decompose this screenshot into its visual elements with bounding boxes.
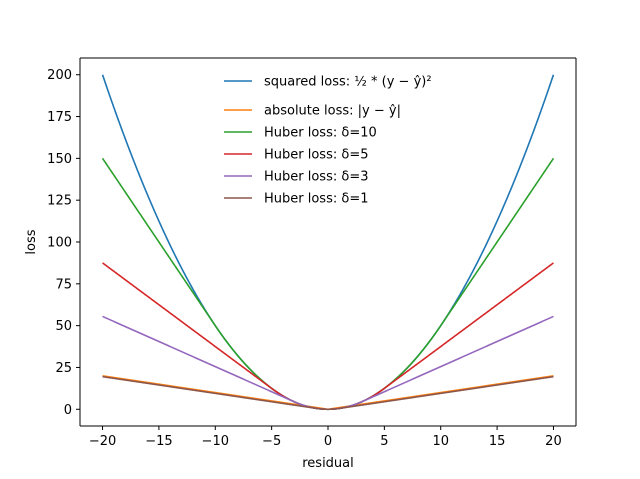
plot-area xyxy=(80,58,576,426)
y-tick-label: 200 xyxy=(47,68,72,83)
series-line-5 xyxy=(102,375,554,411)
y-tick-label: 0 xyxy=(64,403,72,418)
x-tick-label: 5 xyxy=(380,434,388,449)
x-axis-label: residual xyxy=(302,456,354,471)
x-axis-ticks: −20 −15 −10 −5 0 5 10 15 20 xyxy=(89,426,562,449)
y-tick-label: 25 xyxy=(55,361,72,376)
x-tick-label: 0 xyxy=(324,434,332,449)
y-axis-ticks: 0 25 50 75 100 125 150 175 200 xyxy=(47,68,80,418)
legend-label-2: Huber loss: δ=10 xyxy=(264,126,377,141)
legend-label-1: absolute loss: |y − ŷ| xyxy=(264,104,401,119)
legend-label-0: squared loss: ½ * (y − ŷ)² xyxy=(264,75,432,90)
x-tick-label: −20 xyxy=(89,434,116,449)
y-tick-label: 150 xyxy=(47,152,72,167)
x-tick-label: −5 xyxy=(262,434,281,449)
y-tick-label: 75 xyxy=(55,277,72,292)
x-tick-label: 15 xyxy=(489,434,506,449)
y-tick-label: 100 xyxy=(47,236,72,251)
series-layer xyxy=(101,74,555,411)
y-tick-label: 125 xyxy=(47,194,72,209)
legend-label-4: Huber loss: δ=3 xyxy=(264,170,368,185)
y-axis-label: loss xyxy=(24,229,39,254)
legend: squared loss: ½ * (y − ŷ)² absolute loss:… xyxy=(224,75,432,207)
x-tick-label: 10 xyxy=(432,434,449,449)
x-tick-label: 20 xyxy=(545,434,562,449)
y-tick-label: 50 xyxy=(55,319,72,334)
x-tick-label: −15 xyxy=(145,434,172,449)
y-tick-label: 175 xyxy=(47,110,72,125)
axes-frame xyxy=(79,57,577,427)
legend-label-5: Huber loss: δ=1 xyxy=(264,192,368,207)
legend-label-3: Huber loss: δ=5 xyxy=(264,148,368,163)
x-tick-label: −10 xyxy=(202,434,229,449)
